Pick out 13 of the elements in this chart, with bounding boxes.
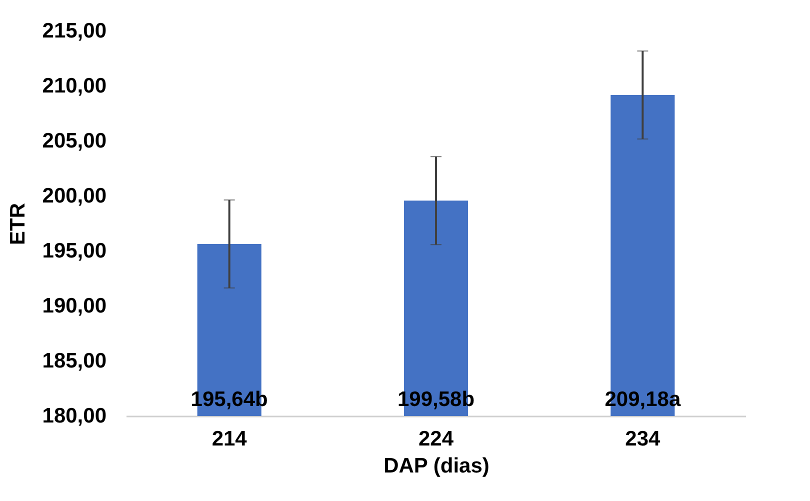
x-tick-label: 234 bbox=[625, 428, 660, 450]
y-tick-label: 190,00 bbox=[42, 294, 106, 318]
y-tick-label: 210,00 bbox=[42, 74, 106, 98]
x-axis-title: DAP (dias) bbox=[384, 454, 490, 478]
y-tick-label: 195,00 bbox=[42, 240, 106, 262]
x-tick-label: 214 bbox=[212, 428, 248, 450]
x-tick-label: 224 bbox=[418, 428, 454, 450]
y-tick-label: 215,00 bbox=[42, 20, 106, 42]
y-tick-label: 205,00 bbox=[42, 130, 106, 152]
y-tick-label: 185,00 bbox=[42, 350, 106, 372]
y-tick-label: 200,00 bbox=[42, 184, 106, 208]
y-axis-title: ETR bbox=[6, 203, 30, 245]
y-tick-label: 180,00 bbox=[42, 404, 106, 428]
